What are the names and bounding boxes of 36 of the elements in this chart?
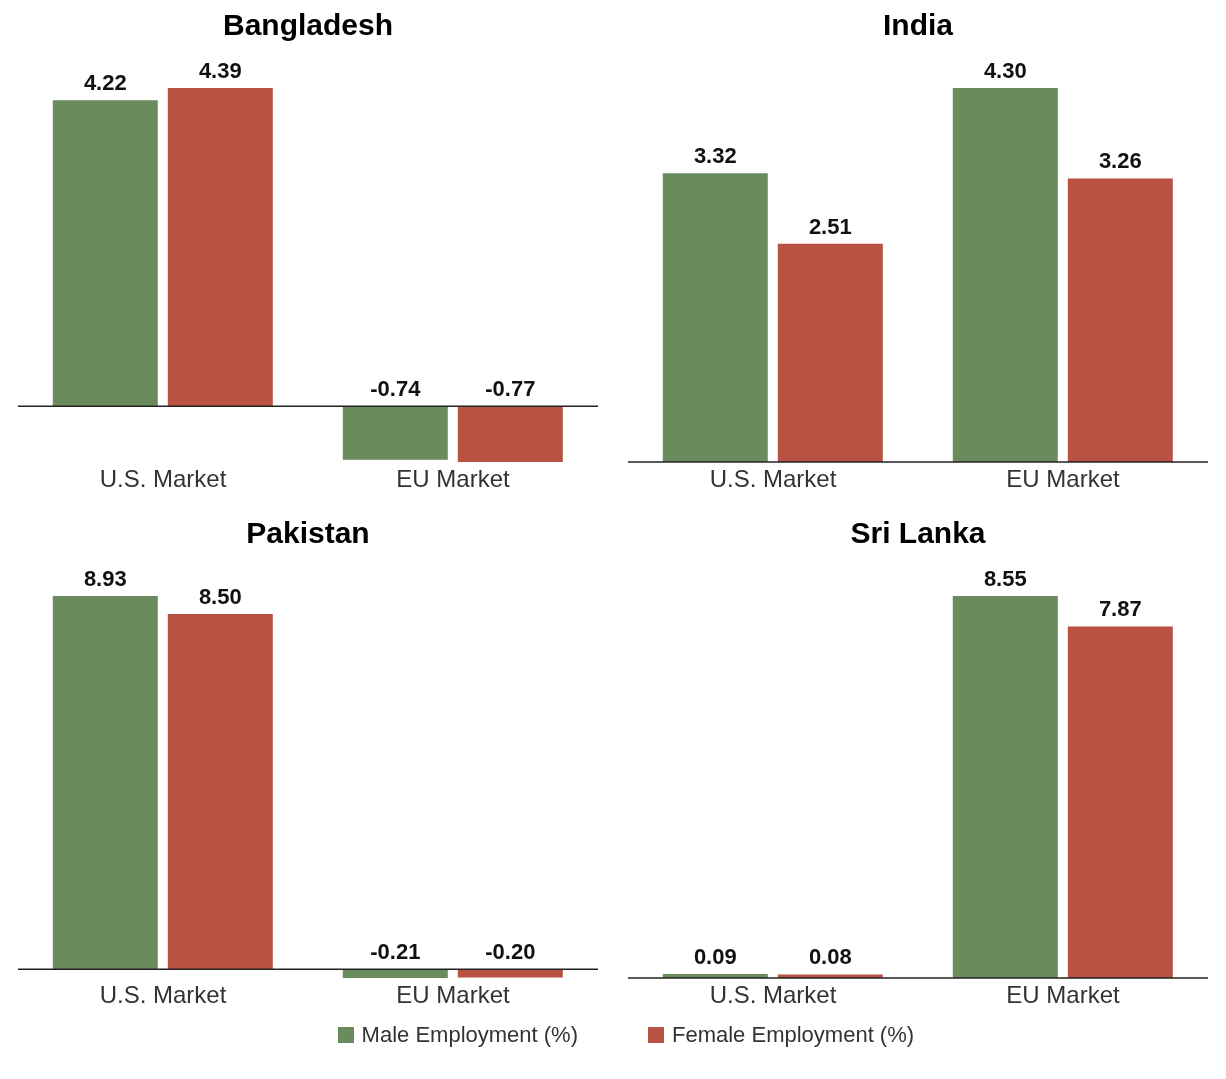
chart-title: India [882,8,954,43]
data-label: 8.50 [198,583,242,609]
x-tick-label: EU Market [1006,981,1121,1009]
data-label: 7.87 [1098,596,1142,622]
data-label: 3.32 [693,143,737,169]
data-label: 3.26 [1098,148,1142,174]
data-label: 4.22 [83,70,127,96]
data-label: 0.09 [693,943,737,969]
chart-title: Pakistan [245,516,371,551]
x-tick-label: EU Market [396,465,511,493]
data-label: 0.08 [808,944,852,970]
bar [662,173,768,462]
bar [1067,626,1173,978]
x-tick-label: EU Market [1006,465,1121,493]
x-tick-label: U.S. Market [709,465,837,493]
data-label: -0.20 [485,939,536,965]
data-label: 4.39 [198,58,242,83]
data-label: 2.51 [808,213,852,239]
data-label: -0.77 [485,376,536,402]
data-label: 8.93 [83,566,127,591]
bar [952,88,1058,462]
chart-title: Bangladesh [221,8,394,43]
data-label: -0.21 [370,939,421,965]
legend-label: Female Employment (%) [671,1022,915,1048]
x-tick-label: U.S. Market [709,981,837,1009]
x-tick-label: U.S. Market [99,465,227,493]
data-label: 8.55 [983,566,1027,591]
x-tick-label: EU Market [396,981,511,1009]
data-label: -0.74 [370,376,422,402]
data-label: 4.30 [983,58,1027,83]
bar [1067,178,1173,462]
chart-title: Sri Lanka [849,516,987,551]
legend-label: Male Employment (%) [360,1022,578,1048]
bar [777,243,883,462]
x-tick-label: U.S. Market [99,981,227,1009]
bar [952,596,1058,978]
